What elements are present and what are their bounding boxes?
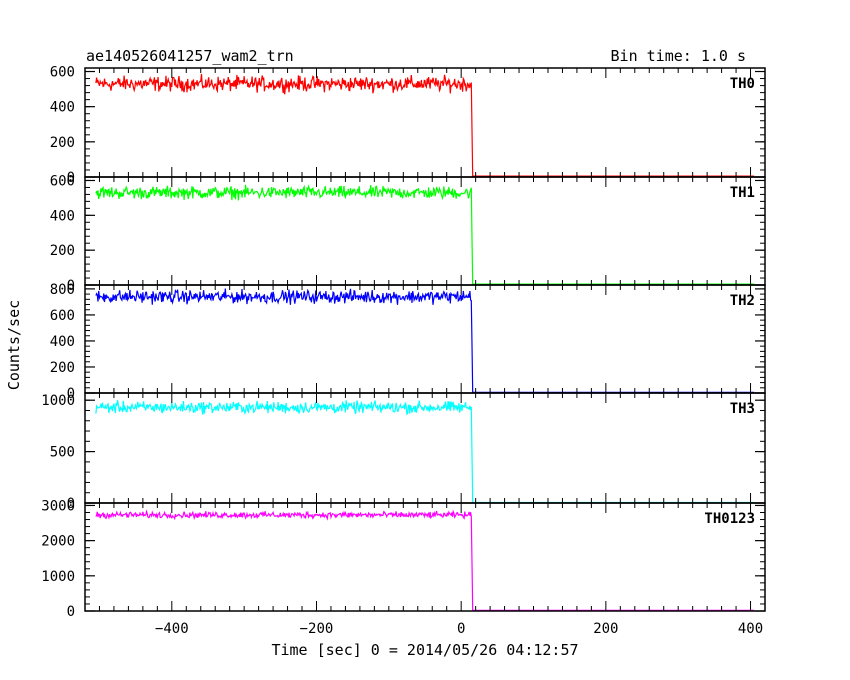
series-line-th2 bbox=[95, 288, 755, 393]
y-axis-label: Counts/sec bbox=[5, 300, 23, 390]
x-tick-label: 400 bbox=[738, 621, 763, 637]
series-label: TH0123 bbox=[704, 511, 755, 527]
y-tick-label: 600 bbox=[50, 173, 75, 189]
y-tick-label: 3000 bbox=[41, 498, 75, 514]
y-tick-label: 1000 bbox=[41, 569, 75, 585]
y-tick-label: 600 bbox=[50, 65, 75, 81]
chart-title: ae140526041257_wam2_trn bbox=[86, 47, 294, 65]
y-tick-label: 400 bbox=[50, 100, 75, 116]
panels-group: 0 200 400 600 TH0 0 200 400 600 TH1 0 200 400 600 800 T… bbox=[41, 65, 766, 637]
series-line-th0123 bbox=[95, 509, 755, 611]
x-tick-label: −400 bbox=[155, 621, 189, 637]
y-tick-label: 600 bbox=[50, 308, 75, 324]
y-tick-label: 1000 bbox=[41, 393, 75, 409]
y-tick-label: 200 bbox=[50, 243, 75, 259]
x-tick-label: 200 bbox=[593, 621, 618, 637]
y-tick-label: 800 bbox=[50, 282, 75, 298]
series-label: TH2 bbox=[730, 293, 755, 309]
y-tick-label: 0 bbox=[67, 604, 75, 620]
series-line-th1 bbox=[95, 184, 755, 285]
y-tick-label: 400 bbox=[50, 334, 75, 350]
panel-frame bbox=[84, 502, 766, 612]
y-tick-label: 0 bbox=[67, 496, 75, 512]
y-tick-label: 500 bbox=[50, 445, 75, 461]
x-axis-label: Time [sec] 0 = 2014/05/26 04:12:57 bbox=[271, 641, 578, 659]
series-label: TH3 bbox=[730, 401, 755, 417]
y-tick-label: 200 bbox=[50, 135, 75, 151]
bin-time-label: Bin time: 1.0 s bbox=[611, 47, 746, 65]
series-label: TH1 bbox=[730, 185, 755, 201]
y-tick-label: 400 bbox=[50, 208, 75, 224]
y-tick-label: 0 bbox=[67, 170, 75, 186]
y-tick-label: 0 bbox=[67, 386, 75, 402]
x-tick-label: 0 bbox=[457, 621, 465, 637]
series-line-th0 bbox=[95, 73, 755, 177]
y-tick-label: 2000 bbox=[41, 534, 75, 550]
x-tick-label: −200 bbox=[300, 621, 334, 637]
y-tick-label: 0 bbox=[67, 278, 75, 294]
y-tick-label: 200 bbox=[50, 360, 75, 376]
series-line-th3 bbox=[95, 400, 755, 504]
panel-frame bbox=[84, 392, 766, 504]
series-label: TH0 bbox=[730, 76, 755, 92]
